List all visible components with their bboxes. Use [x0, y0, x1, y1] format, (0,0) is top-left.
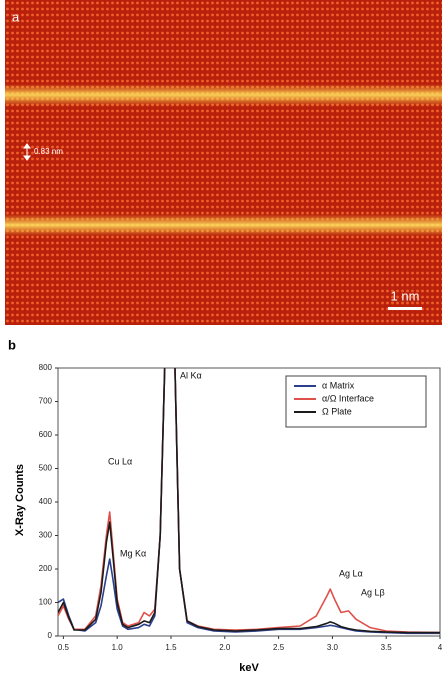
peak-annotation: Ag Lα — [339, 568, 363, 578]
legend-label: α/Ω Interface — [322, 393, 374, 403]
x-tick-label: 2.5 — [273, 643, 285, 652]
bright-band — [5, 214, 442, 236]
x-tick-label: 0.5 — [58, 643, 70, 652]
y-tick-label: 400 — [39, 497, 53, 506]
x-axis-label: keV — [239, 662, 259, 674]
y-tick-label: 100 — [39, 598, 53, 607]
peak-annotation: Al Kα — [180, 370, 202, 380]
y-tick-label: 0 — [48, 631, 53, 640]
x-tick-label: 1.0 — [112, 643, 124, 652]
scale-bar-label: 1 nm — [391, 288, 420, 303]
plot-area — [58, 368, 440, 635]
x-tick-label: 3.0 — [327, 643, 339, 652]
y-tick-label: 300 — [39, 531, 53, 540]
peak-annotation: Ag Lβ — [361, 587, 385, 597]
x-tick-label: 1.5 — [165, 643, 177, 652]
legend-label: Ω Plate — [322, 406, 352, 416]
series-line — [58, 368, 440, 635]
panel-label: b — [8, 337, 16, 352]
panel-label: a — [12, 9, 20, 24]
spacing-label: 0.83 nm — [34, 147, 63, 156]
x-tick-label: 2.0 — [219, 643, 231, 652]
lattice-image — [5, 0, 442, 325]
y-tick-label: 700 — [39, 397, 53, 406]
x-tick-label: 4 — [438, 643, 443, 652]
bright-band — [5, 84, 442, 106]
y-axis-label: X-Ray Counts — [14, 464, 26, 536]
y-tick-label: 600 — [39, 430, 53, 439]
y-tick-label: 200 — [39, 564, 53, 573]
series-line — [58, 368, 440, 634]
scale-bar — [388, 307, 422, 310]
panel-a-image: a 0.83 nm 1 nm — [5, 0, 442, 325]
peak-annotation: Cu Lα — [108, 456, 132, 466]
x-tick-label: 3.5 — [381, 643, 393, 652]
y-tick-label: 800 — [39, 363, 53, 372]
peak-annotation: Mg Kα — [120, 548, 146, 558]
y-tick-label: 500 — [39, 464, 53, 473]
legend-box — [285, 375, 427, 428]
legend-label: α Matrix — [322, 380, 355, 390]
spacing-arrow — [23, 143, 31, 161]
